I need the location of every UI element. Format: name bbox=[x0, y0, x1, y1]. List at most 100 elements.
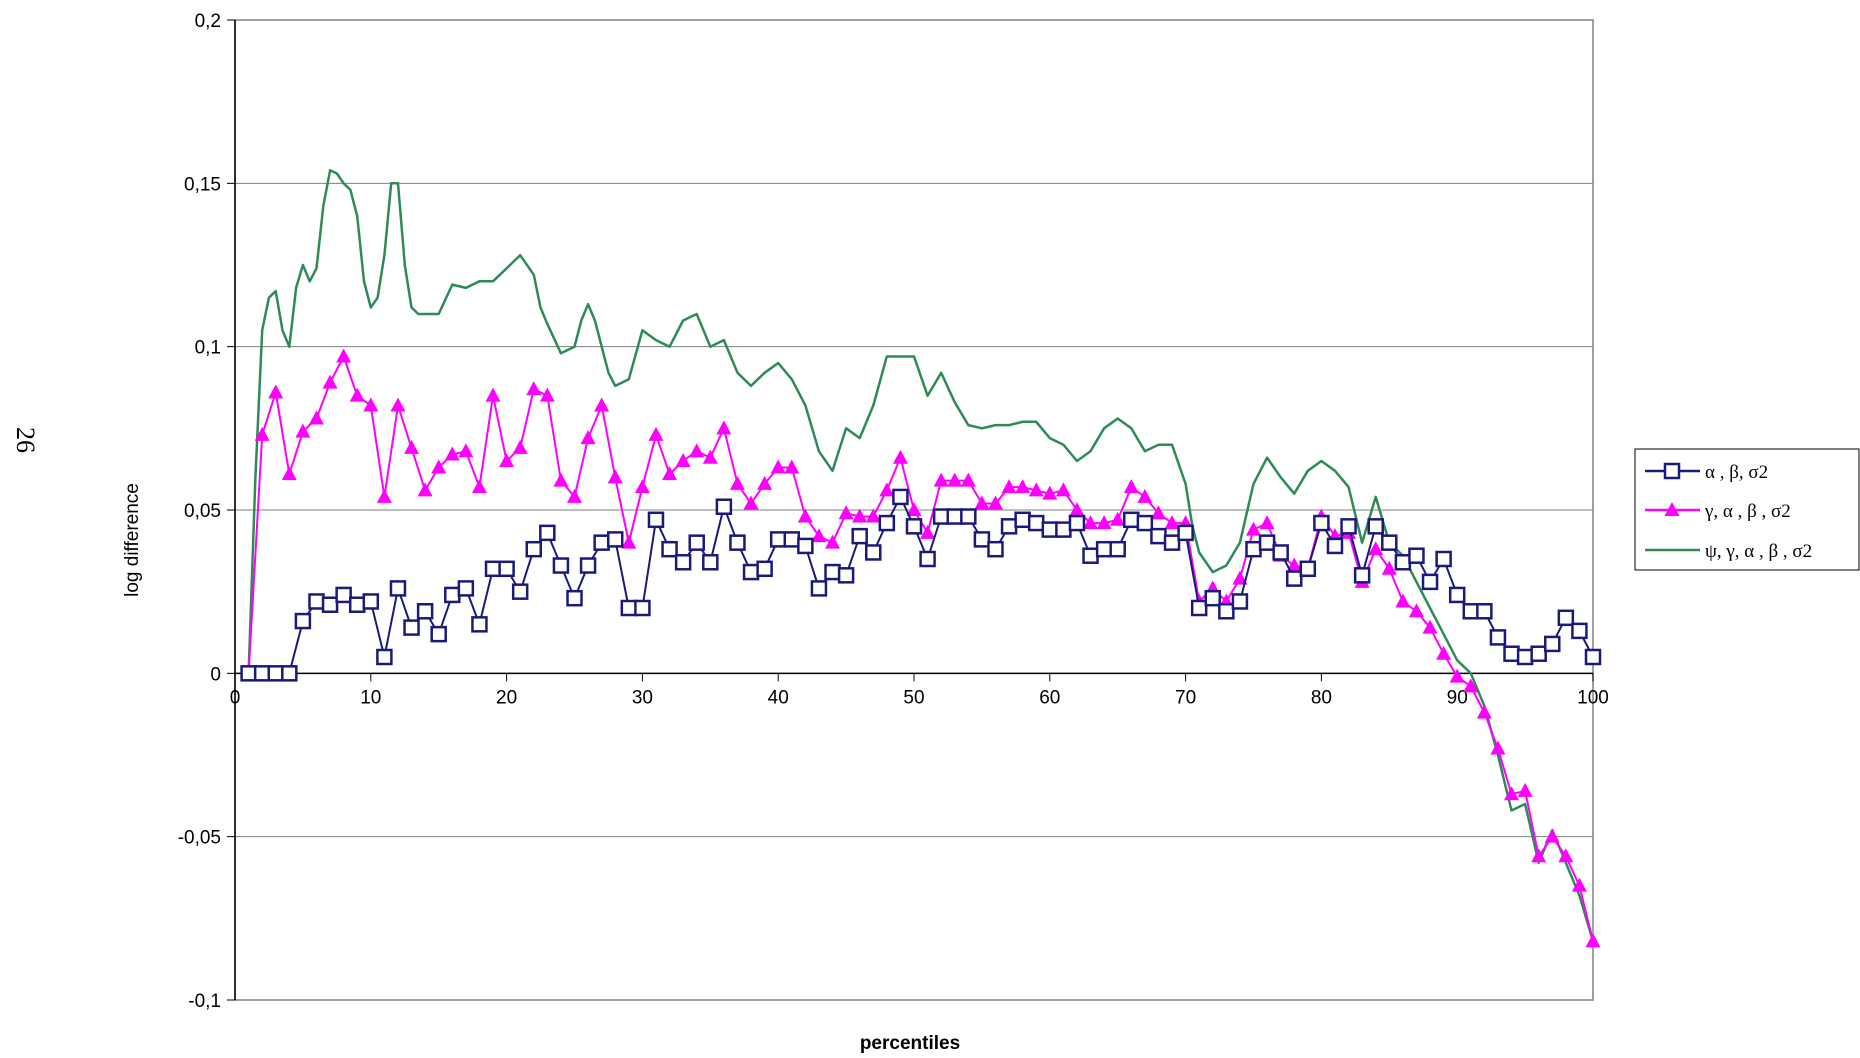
series-line bbox=[247, 169, 1595, 942]
data-point bbox=[974, 495, 990, 510]
data-point bbox=[1504, 786, 1520, 801]
data-point bbox=[539, 387, 555, 402]
data-point bbox=[1123, 479, 1139, 494]
data-point bbox=[1368, 541, 1384, 556]
series-1 bbox=[240, 488, 1602, 682]
data-point bbox=[471, 479, 487, 494]
data-point bbox=[797, 508, 813, 523]
data-point bbox=[308, 410, 324, 425]
data-point bbox=[1463, 678, 1479, 693]
data-point bbox=[878, 514, 896, 532]
series-line bbox=[247, 355, 1594, 942]
data-point bbox=[390, 397, 406, 412]
legend-item: ψ, γ, α , β , σ2 bbox=[1645, 541, 1812, 562]
data-point bbox=[1326, 537, 1344, 555]
data-point bbox=[674, 554, 692, 571]
data-point bbox=[1164, 515, 1180, 530]
data-point bbox=[1000, 518, 1018, 535]
data-point bbox=[634, 479, 650, 494]
data-point bbox=[1408, 603, 1424, 618]
y-tick-label: 0,15 bbox=[184, 174, 221, 195]
x-tick-label: 90 bbox=[1447, 687, 1468, 708]
data-point bbox=[416, 603, 434, 620]
data-point bbox=[1516, 648, 1534, 666]
legend-marker bbox=[1664, 502, 1680, 516]
data-point bbox=[1421, 573, 1439, 591]
data-point bbox=[1150, 505, 1166, 520]
data-point bbox=[852, 508, 868, 523]
data-point bbox=[1109, 540, 1126, 558]
data-point bbox=[797, 537, 814, 555]
data-point bbox=[621, 534, 637, 549]
data-point bbox=[1476, 704, 1492, 719]
data-point bbox=[851, 527, 868, 545]
data-point bbox=[688, 534, 705, 551]
data-point bbox=[1137, 488, 1153, 503]
data-point bbox=[947, 472, 963, 487]
data-point bbox=[1123, 511, 1140, 529]
y-tick-label: 0,05 bbox=[184, 501, 221, 522]
data-point bbox=[267, 665, 284, 682]
data-point bbox=[1558, 848, 1574, 863]
x-tick-label: 80 bbox=[1311, 687, 1332, 708]
data-point bbox=[648, 426, 664, 441]
series-2 bbox=[241, 348, 1601, 948]
data-point bbox=[757, 475, 773, 490]
data-point bbox=[1258, 534, 1276, 551]
data-point bbox=[457, 580, 475, 597]
data-point bbox=[783, 531, 801, 548]
data-point bbox=[661, 540, 678, 558]
data-point bbox=[1476, 603, 1493, 620]
data-point bbox=[987, 495, 1003, 510]
data-point bbox=[403, 619, 420, 636]
y-tick-label: 0 bbox=[210, 664, 221, 685]
data-point bbox=[892, 488, 909, 506]
data-point bbox=[430, 625, 447, 643]
data-point bbox=[1448, 586, 1466, 604]
data-point bbox=[539, 524, 556, 542]
data-point bbox=[1082, 547, 1099, 564]
series-layer bbox=[240, 169, 1602, 948]
x-axis: 0 10 20 30 40 50 60 70 80 90 100 bbox=[230, 673, 1609, 708]
data-point bbox=[254, 426, 270, 441]
data-point bbox=[1259, 515, 1275, 530]
data-point bbox=[1299, 560, 1317, 578]
data-point bbox=[484, 560, 502, 578]
data-point bbox=[1395, 593, 1411, 608]
data-point bbox=[566, 589, 583, 607]
series-3 bbox=[247, 169, 1595, 942]
legend-item: γ, α , β , σ2 bbox=[1645, 501, 1791, 522]
data-point bbox=[756, 560, 773, 578]
data-point bbox=[892, 449, 908, 464]
data-point bbox=[526, 381, 542, 396]
legend-label: γ, α , β , σ2 bbox=[1704, 501, 1791, 522]
data-point bbox=[1083, 515, 1099, 530]
page-number: 26 bbox=[11, 427, 40, 453]
data-point bbox=[1231, 593, 1249, 610]
data-point bbox=[1028, 482, 1044, 497]
data-point bbox=[1381, 560, 1397, 575]
data-point bbox=[1313, 514, 1330, 532]
data-point bbox=[567, 488, 582, 503]
data-point bbox=[919, 550, 936, 568]
data-point bbox=[1353, 567, 1371, 584]
data-point bbox=[335, 586, 352, 604]
x-tick-label: 0 bbox=[230, 687, 241, 708]
data-point bbox=[1381, 534, 1398, 551]
data-point bbox=[1218, 603, 1235, 620]
data-point bbox=[471, 616, 488, 633]
series-line bbox=[248, 495, 1594, 675]
data-point bbox=[1041, 521, 1059, 538]
data-point bbox=[1489, 629, 1507, 646]
data-point bbox=[362, 593, 380, 610]
data-point bbox=[702, 449, 718, 464]
data-point bbox=[1422, 619, 1438, 634]
data-point bbox=[1068, 514, 1086, 532]
y-tick-label: -0,05 bbox=[178, 828, 221, 849]
data-point bbox=[1055, 482, 1071, 497]
data-point bbox=[1232, 570, 1248, 585]
data-point bbox=[1027, 514, 1045, 532]
data-point bbox=[1367, 518, 1384, 535]
data-point bbox=[1571, 877, 1587, 892]
data-point bbox=[1095, 540, 1113, 558]
